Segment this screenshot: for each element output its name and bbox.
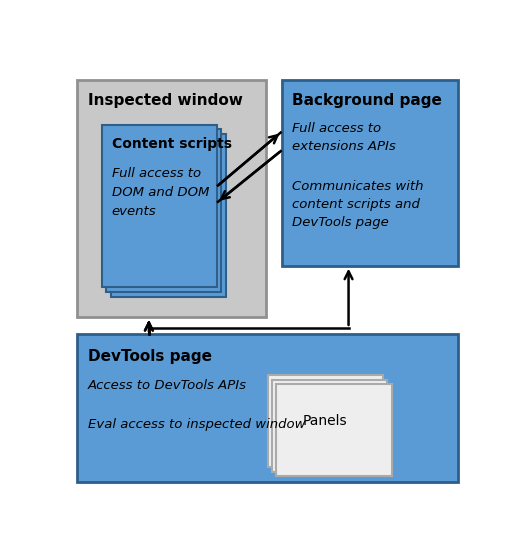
Bar xyxy=(102,125,217,287)
Bar xyxy=(277,384,392,476)
Text: Panels: Panels xyxy=(303,414,348,428)
Text: DevTools page: DevTools page xyxy=(88,349,211,364)
Text: Access to DevTools APIs: Access to DevTools APIs xyxy=(88,379,246,392)
Text: Communicates with
content scripts and
DevTools page: Communicates with content scripts and De… xyxy=(292,180,423,229)
Bar xyxy=(272,380,387,471)
Bar xyxy=(267,375,383,467)
Bar xyxy=(111,134,226,296)
Text: Content scripts: Content scripts xyxy=(112,137,232,151)
Text: Eval access to inspected window: Eval access to inspected window xyxy=(88,418,305,431)
Bar xyxy=(282,80,458,266)
Bar xyxy=(77,80,266,317)
Text: Inspected window: Inspected window xyxy=(88,93,242,108)
Bar xyxy=(77,334,458,482)
Text: Full access to
extensions APIs: Full access to extensions APIs xyxy=(292,122,396,153)
Text: Background page: Background page xyxy=(292,93,442,108)
Text: Full access to
DOM and DOM
events: Full access to DOM and DOM events xyxy=(112,167,209,219)
Bar xyxy=(106,129,221,292)
